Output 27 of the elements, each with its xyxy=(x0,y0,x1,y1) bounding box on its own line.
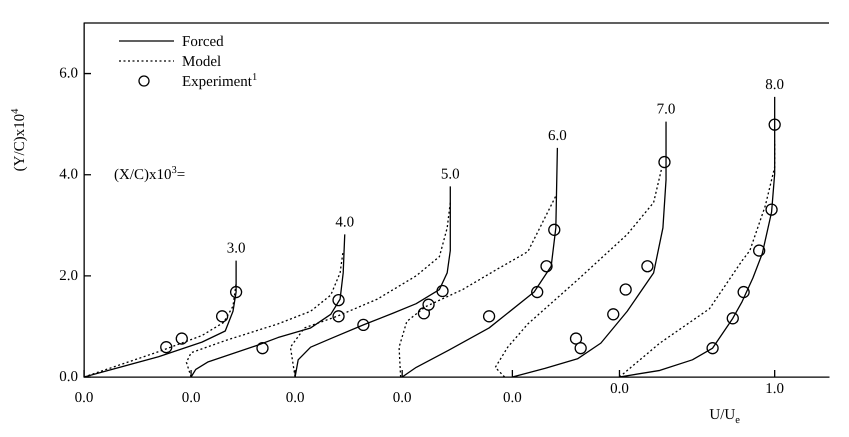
annotation: 8.0 xyxy=(765,76,784,93)
point xyxy=(436,284,449,298)
annotation: 3.0 xyxy=(226,240,246,257)
point xyxy=(422,298,435,311)
annotation: 4.0 xyxy=(335,214,354,230)
annotation: 6.0 xyxy=(548,128,567,144)
y-axis-title: (Y/C)x104 xyxy=(10,108,28,172)
point xyxy=(570,332,582,345)
point xyxy=(620,283,632,296)
legend-label: Forced xyxy=(182,34,224,50)
y-tick-label: 4.0 xyxy=(59,166,78,183)
y-tick-label: 6.0 xyxy=(59,66,78,82)
legend-label: Model xyxy=(182,54,222,70)
point xyxy=(332,310,345,322)
point xyxy=(574,342,587,354)
point xyxy=(482,310,496,322)
x-tick-label: 1.0 xyxy=(765,380,784,397)
y-tick-label: 0.0 xyxy=(59,368,78,385)
point xyxy=(607,308,620,320)
annotation: 7.0 xyxy=(656,102,676,118)
y-tick-label: 2.0 xyxy=(59,268,78,284)
point xyxy=(160,341,172,354)
point xyxy=(256,342,269,354)
point xyxy=(641,260,654,272)
point xyxy=(216,310,228,322)
point xyxy=(176,332,188,345)
annotation: 5.0 xyxy=(440,166,460,182)
